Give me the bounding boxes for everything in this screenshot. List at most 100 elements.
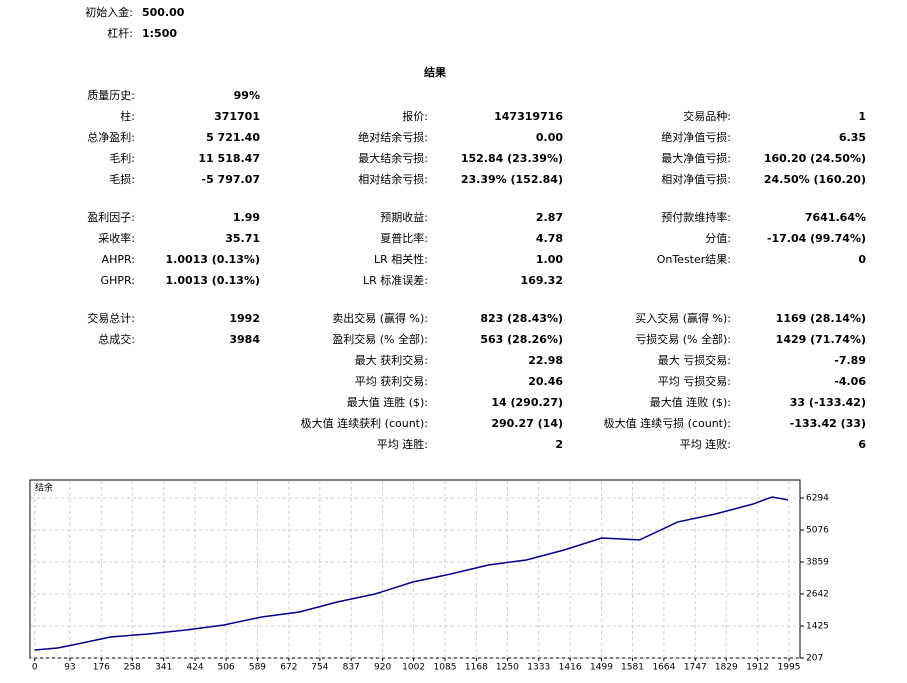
- field-label: 总成交:: [98, 332, 135, 346]
- field-label: 预付款维持率:: [661, 210, 731, 224]
- field-value: 22.98: [528, 354, 563, 367]
- x-tick-label: 1416: [559, 663, 582, 673]
- field-label: 报价:: [402, 109, 428, 123]
- x-tick-label: 1002: [402, 663, 425, 673]
- field-label: 盈利因子:: [87, 211, 135, 224]
- field-value: 24.50% (160.20): [764, 173, 866, 186]
- y-tick-label: 1425: [806, 621, 829, 631]
- field-value: 290.27 (14): [491, 417, 563, 430]
- field-label: 毛损:: [109, 172, 135, 186]
- y-tick-label: 5076: [806, 526, 829, 536]
- field-value: 6.35: [839, 131, 866, 144]
- field-value: 563 (28.26%): [480, 333, 563, 346]
- field-value: 371701: [214, 110, 260, 123]
- field-value: 1429 (71.74%): [776, 333, 866, 346]
- field-label: LR 相关性:: [374, 252, 428, 266]
- field-value: 14 (290.27): [491, 396, 563, 409]
- field-value: 5 721.40: [206, 131, 260, 144]
- field-label: 极大值 连续获利 (count):: [301, 416, 428, 430]
- field-label: 平均 连败:: [680, 437, 731, 451]
- field-value: 35.71: [225, 232, 260, 245]
- x-tick-label: 1747: [684, 663, 707, 673]
- x-tick-label: 1168: [465, 663, 488, 673]
- field-value: 1.00: [536, 253, 563, 266]
- x-tick-label: 176: [93, 663, 110, 673]
- x-tick-label: 920: [374, 663, 391, 673]
- field-value: 2.87: [536, 211, 563, 224]
- field-label: 总净盈利:: [87, 130, 135, 144]
- field-label: LR 标准误差:: [363, 273, 428, 287]
- y-tick-label: 2642: [806, 589, 829, 599]
- x-tick-label: 1829: [715, 663, 738, 673]
- x-tick-label: 258: [124, 663, 141, 673]
- field-value: -7.89: [834, 354, 866, 367]
- field-value: 1.0013 (0.13%): [166, 274, 261, 287]
- x-tick-label: 341: [155, 663, 172, 673]
- field-value: 33 (-133.42): [790, 396, 866, 409]
- y-tick-label: 207: [806, 654, 823, 664]
- field-value: 0: [858, 253, 866, 266]
- x-tick-label: 1499: [590, 663, 613, 673]
- x-tick-label: 93: [64, 663, 75, 673]
- field-label: 柱:: [120, 109, 135, 123]
- field-label: 最大 获利交易:: [355, 353, 428, 367]
- field-label: 平均 获利交易:: [355, 374, 428, 388]
- field-value: 823 (28.43%): [480, 312, 563, 325]
- field-value: 3984: [229, 333, 260, 346]
- field-label: 卖出交易 (赢得 %):: [332, 311, 428, 325]
- field-value: 23.39% (152.84): [461, 173, 563, 186]
- field-label: 亏损交易 (% 全部):: [635, 332, 731, 346]
- field-value: 11 518.47: [198, 152, 260, 165]
- field-label: OnTester结果:: [657, 253, 731, 266]
- field-label: 相对结余亏损:: [358, 172, 428, 186]
- x-tick-label: 506: [217, 663, 234, 673]
- x-tick-label: 1250: [496, 663, 519, 673]
- field-label: 采收率:: [98, 231, 135, 245]
- y-tick-label: 3859: [806, 558, 829, 568]
- y-tick-label: 6294: [806, 494, 829, 504]
- field-value: -133.42 (33): [790, 417, 866, 430]
- field-label: 初始入金:: [85, 5, 133, 19]
- field-value: 160.20 (24.50%): [764, 152, 866, 165]
- field-label: 质量历史:: [87, 89, 135, 102]
- field-value: 147319716: [494, 110, 563, 123]
- field-label: 最大净值亏损:: [661, 151, 731, 165]
- field-value: 1.99: [233, 211, 260, 224]
- field-value: 1992: [229, 312, 260, 325]
- field-value: 1.0013 (0.13%): [166, 253, 261, 266]
- chart-title: 结余: [35, 482, 53, 494]
- x-tick-label: 1912: [746, 663, 769, 673]
- field-value: 1: [858, 110, 866, 123]
- field-value: 7641.64%: [805, 211, 866, 224]
- field-label: 分值:: [705, 232, 731, 245]
- x-tick-label: 1581: [621, 663, 644, 673]
- field-label: 交易品种:: [683, 109, 731, 123]
- field-value: 1169 (28.14%): [776, 312, 866, 325]
- x-tick-label: 1085: [434, 663, 457, 673]
- field-label: 最大 亏损交易:: [658, 353, 731, 367]
- field-label: 绝对净值亏损:: [661, 130, 731, 144]
- field-value: -5 797.07: [202, 173, 261, 186]
- x-tick-label: 1664: [652, 663, 675, 673]
- field-label: 最大结余亏损:: [358, 151, 428, 165]
- x-tick-label: 1995: [778, 663, 801, 673]
- balance-line: [34, 496, 789, 651]
- field-value: 0.00: [536, 131, 563, 144]
- field-label: 买入交易 (赢得 %):: [635, 311, 731, 325]
- field-value: 4.78: [536, 232, 563, 245]
- field-label: 相对净值亏损:: [661, 172, 731, 186]
- field-label: 杠杆:: [107, 26, 133, 40]
- field-value: -4.06: [834, 375, 866, 388]
- field-label: 交易总计:: [87, 311, 135, 325]
- x-tick-label: 424: [186, 663, 203, 673]
- section-title: 结果: [423, 65, 446, 79]
- field-label: 夏普比率:: [380, 231, 428, 245]
- field-label: GHPR:: [101, 274, 135, 287]
- field-label: 最大值 连败 ($):: [650, 395, 731, 409]
- field-value: 6: [858, 438, 866, 451]
- field-label: 最大值 连胜 ($):: [347, 395, 428, 409]
- field-label: 毛利:: [109, 152, 135, 165]
- field-value: 500.00: [142, 6, 185, 19]
- x-tick-label: 837: [343, 663, 360, 673]
